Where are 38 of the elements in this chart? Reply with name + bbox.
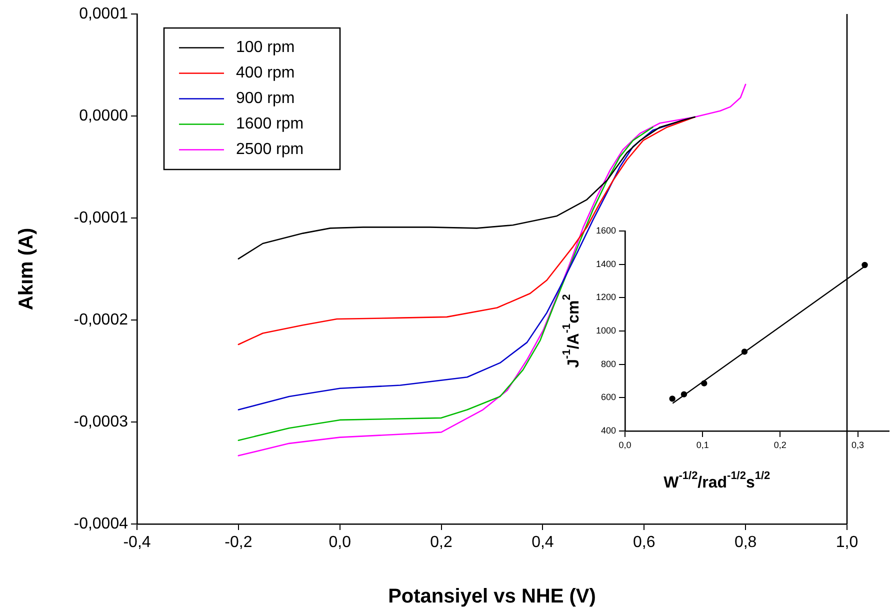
- x-tick-label: 0,3: [852, 440, 864, 450]
- y-tick-label: 600: [600, 392, 616, 402]
- x-tick-label: 0,4: [532, 534, 554, 552]
- x-tick-label: -0,2: [224, 534, 252, 552]
- y-tick-label: 1000: [596, 325, 616, 336]
- x-tick-label: 0,0: [618, 440, 632, 450]
- point: [862, 262, 868, 268]
- y-tick-label: 400: [600, 425, 616, 436]
- y-tick-label: 1400: [596, 258, 616, 269]
- x-tick-label: -0,4: [123, 534, 151, 552]
- y-tick-label: 1200: [596, 292, 616, 302]
- y-axis-title: J-1/A-1cm2: [560, 294, 582, 368]
- point: [669, 396, 676, 402]
- point: [680, 391, 688, 398]
- y-tick-label: 0,0000: [79, 107, 128, 124]
- legend-label: 400 rpm: [236, 64, 295, 82]
- y-axis-title: Akım (A): [16, 228, 38, 310]
- x-tick-label: 0,2: [774, 440, 786, 450]
- legend-label: 900 rpm: [236, 90, 295, 108]
- y-tick-label: -0,0003: [74, 413, 128, 430]
- y-tick-label: -0,0001: [74, 209, 128, 226]
- legend-label: 100 rpm: [236, 39, 295, 56]
- x-tick-label: 0,8: [734, 534, 757, 552]
- x-tick-label: 0,6: [633, 534, 656, 552]
- legend-label: 1600 rpm: [236, 116, 304, 133]
- y-tick-label: -0,0004: [74, 515, 128, 532]
- legend-label: 2500 rpm: [236, 141, 304, 158]
- y-tick-label: -0,0002: [74, 311, 128, 328]
- x-axis-title: Potansiyel vs NHE (V): [388, 586, 596, 608]
- x-tick-label: 1,0: [836, 534, 858, 552]
- y-tick-label: 1600: [596, 225, 616, 236]
- point: [701, 380, 708, 386]
- y-tick-label: 0,0001: [79, 5, 128, 22]
- x-tick-label: 0,1: [696, 440, 709, 450]
- x-tick-label: 0,2: [430, 534, 453, 552]
- y-tick-label: 800: [600, 358, 616, 369]
- point: [741, 348, 748, 355]
- x-tick-label: 0,0: [328, 534, 352, 552]
